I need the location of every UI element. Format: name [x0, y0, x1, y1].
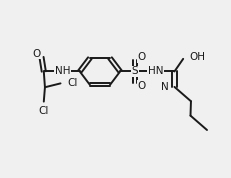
Text: HN: HN — [147, 66, 163, 77]
Text: NH: NH — [55, 66, 70, 77]
Text: Cl: Cl — [67, 77, 77, 88]
Text: O: O — [32, 49, 40, 59]
Text: N: N — [161, 82, 168, 92]
Text: O: O — [137, 81, 145, 91]
Text: S: S — [131, 66, 138, 77]
Text: Cl: Cl — [38, 106, 49, 116]
Text: O: O — [137, 52, 145, 62]
Text: OH: OH — [189, 52, 205, 62]
